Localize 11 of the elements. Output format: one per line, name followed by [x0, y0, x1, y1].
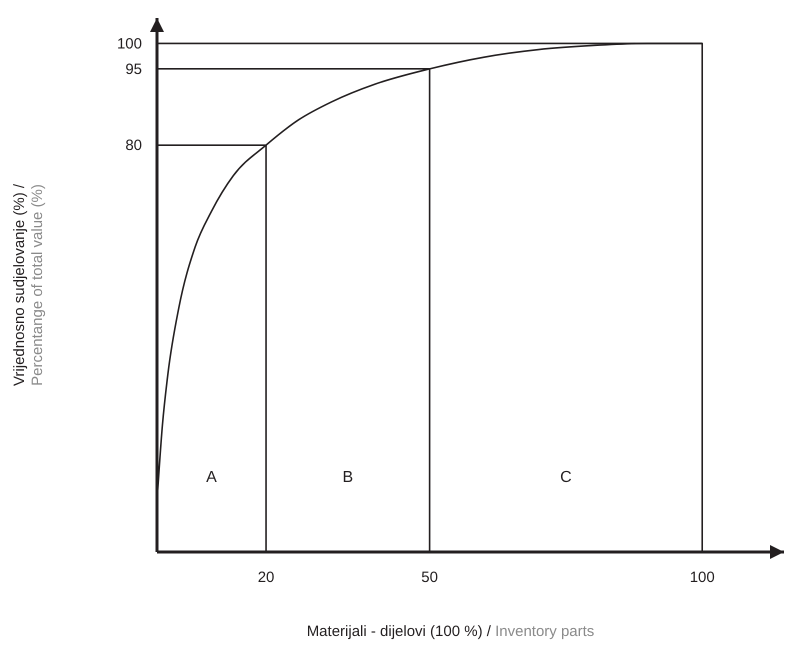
y-tick-label: 80 [125, 137, 142, 154]
x-tick-label: 100 [690, 569, 715, 586]
y-tick-label: 100 [116, 35, 142, 52]
y-tick-label: 95 [125, 60, 142, 78]
x-tick-label: 50 [421, 569, 438, 586]
annotation: C [560, 469, 572, 486]
y-axis-title: Vrijednosno sudjelovanje (%) / Percentange of total value (%) [11, 183, 46, 386]
annotation: A [206, 469, 218, 486]
annotation: B [342, 469, 354, 486]
x-tick-label: 20 [258, 569, 274, 586]
x-axis-title: Materijali - dijelovi (100 %) / Inventory parts [306, 623, 594, 640]
